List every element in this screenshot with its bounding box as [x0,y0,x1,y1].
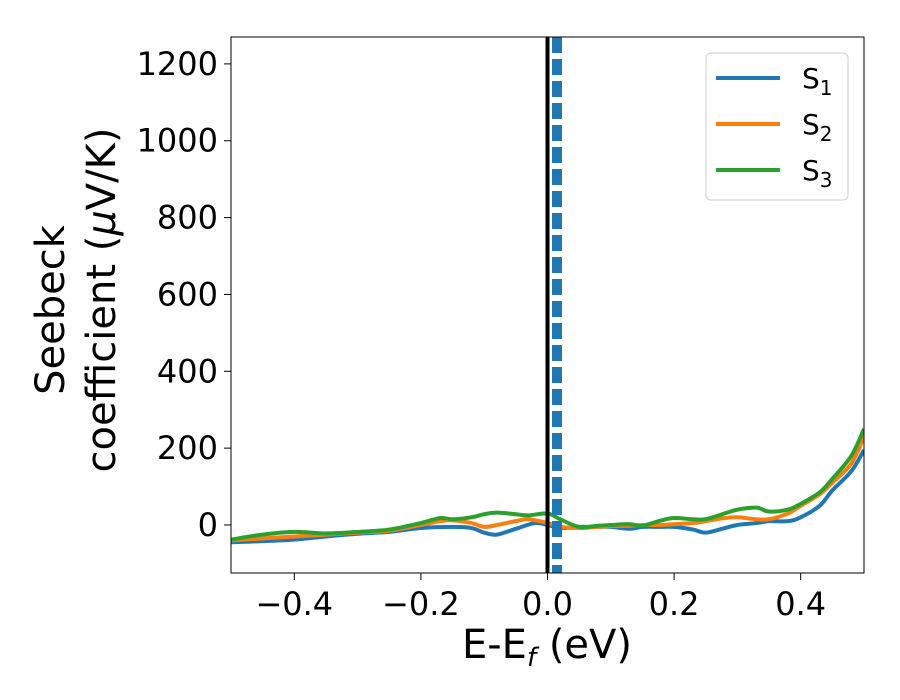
x-tick-label: 0.4 [775,585,826,623]
legend-entry-s1: S1 [716,62,833,100]
y-axis-title-prefix: coefficient ( [79,236,125,473]
y-tick-label: 0 [198,506,218,544]
x-axis-title-rest: (eV) [536,622,632,668]
legend-label-s1: S1 [802,62,833,100]
y-axis: 0 200 400 600 800 1000 1200 [137,45,231,544]
legend-entry-s3: S3 [716,154,833,192]
y-tick-label: 800 [157,199,218,237]
x-tick-label: 0.0 [522,585,573,623]
y-axis-title-line2: coefficient (μV/K) [79,128,125,473]
x-tick-label: 0.2 [649,585,700,623]
legend-label-s2: S2 [802,108,833,146]
y-tick-label: 600 [157,275,218,313]
plot-area [231,37,864,573]
y-axis-title-suffix: V/K) [79,128,125,211]
legend: S1 S2 S3 [705,52,849,201]
x-axis-title: E-Ef (eV) [462,622,632,673]
legend-box [705,52,849,201]
y-tick-label: 400 [157,352,218,390]
y-tick-label: 1000 [137,122,218,160]
x-tick-label: −0.2 [382,585,460,623]
series-line-s3 [231,428,864,542]
legend-label-s3: S3 [802,154,833,192]
y-axis-title-mu: μ [79,210,125,236]
y-tick-label: 1200 [137,45,218,83]
x-axis: −0.4 −0.2 0.0 0.2 0.4 [255,573,826,623]
x-tick-label: −0.4 [255,585,333,623]
x-axis-title-main: E-E [462,622,527,668]
legend-entry-s2: S2 [716,108,833,146]
y-tick-label: 200 [157,429,218,467]
y-axis-title-line1: Seebeck [28,224,74,395]
